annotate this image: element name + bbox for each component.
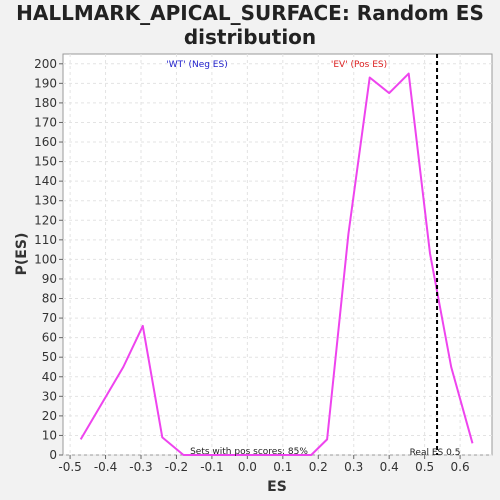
y-tick-label: 80 [42,292,57,306]
x-axis-label: ES [267,479,287,495]
neg-es-label: 'WT' (Neg ES) [166,60,227,70]
es-distribution-line [79,72,474,456]
grid-lines [63,54,492,456]
y-tick-label: 120 [34,213,57,227]
x-tick-label: -0.5 [58,460,81,474]
y-tick-label: 130 [34,194,57,208]
chart-title-line-2: distribution [184,25,316,49]
x-tick-label: 0.6 [451,460,470,474]
y-tick-label: 190 [34,76,57,90]
x-tick-label: 0.1 [273,460,292,474]
y-tick-label: 160 [34,135,57,149]
chart-title-line-1: HALLMARK_APICAL_SURFACE: Random ES [16,1,484,25]
series-layer [79,72,474,456]
real-es-annotation: Real ES 0.5 [410,448,461,458]
y-tick-label: 100 [34,252,57,266]
y-tick-label: 0 [49,448,57,462]
y-tick-label: 60 [42,331,57,345]
y-tick-label: 180 [34,96,57,110]
x-tick-label: 0.4 [380,460,399,474]
x-tick-label: -0.1 [200,460,223,474]
x-tick-label: 0.3 [344,460,363,474]
y-tick-label: 90 [42,272,57,286]
x-tick-label: -0.2 [165,460,188,474]
x-tick-label: -0.4 [94,460,117,474]
y-tick-label: 10 [42,428,57,442]
y-axis-ticks: 0 10 20 30 40 50 60 70 80 90 100 110 120 130 140 150 160… [34,57,63,462]
x-tick-label: 0.0 [238,460,257,474]
y-tick-label: 150 [34,155,57,169]
x-tick-label: 0.2 [309,460,328,474]
y-tick-label: 110 [34,233,57,247]
y-tick-label: 30 [42,389,57,403]
y-tick-label: 50 [42,350,57,364]
x-tick-label: -0.3 [129,460,152,474]
y-axis-label: P(ES) [14,233,30,276]
x-tick-label: 0.5 [415,460,434,474]
y-tick-label: 40 [42,370,57,384]
pos-scores-annotation: Sets with pos scores: 85% [190,447,308,457]
y-tick-label: 200 [34,57,57,71]
x-axis-ticks: -0.5 -0.4 -0.3 -0.2 -0.1 0.0 0.1 0.2 0.3 0.4 0.5 0.… [58,455,470,474]
y-tick-label: 70 [42,311,57,325]
pos-es-label: 'EV' (Pos ES) [331,60,387,70]
y-tick-label: 20 [42,409,57,423]
y-tick-label: 140 [34,174,57,188]
plot-area [62,53,493,456]
y-tick-label: 170 [34,115,57,129]
